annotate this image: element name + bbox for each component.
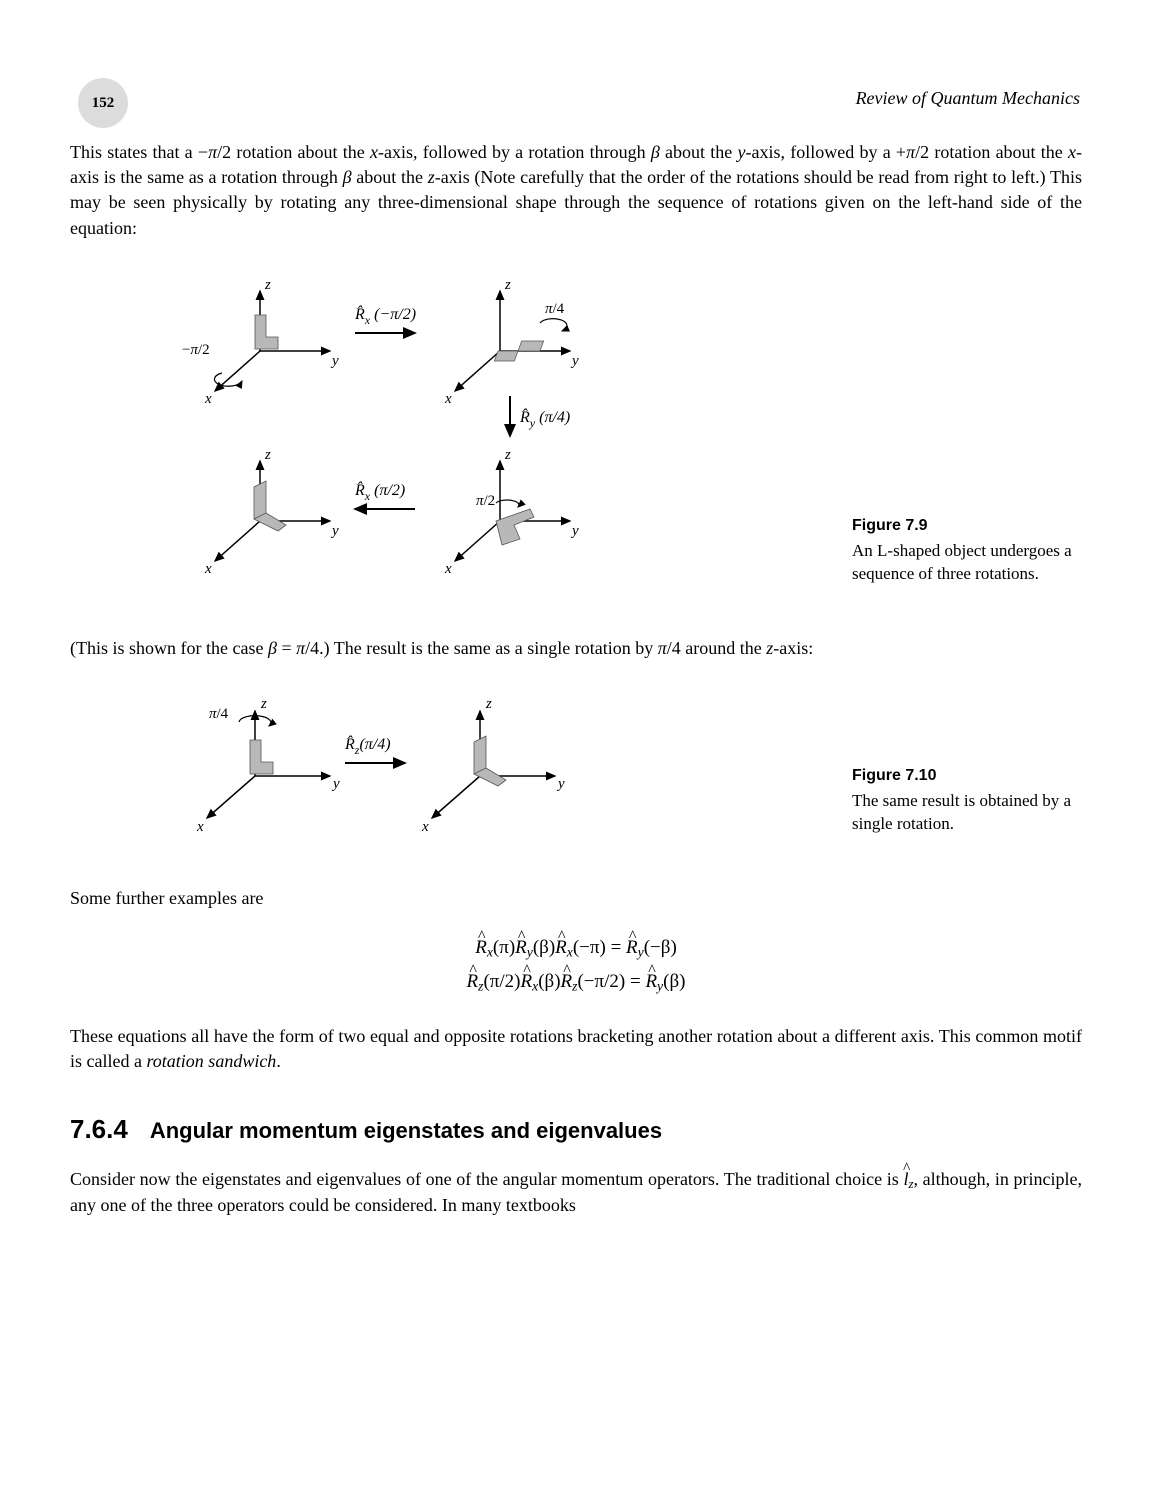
running-header: Review of Quantum Mechanics: [856, 88, 1080, 109]
svg-text:x: x: [444, 391, 452, 407]
section-number: 7.6.4: [70, 1114, 128, 1144]
svg-text:z: z: [264, 277, 271, 293]
svg-text:R̂x (−π/2): R̂x (−π/2): [354, 304, 416, 327]
svg-text:z: z: [504, 447, 511, 463]
svg-text:y: y: [570, 523, 579, 539]
svg-text:z: z: [504, 277, 511, 293]
rotation-sequence-svg: z y x −π/2 R̂x (−π/2): [150, 261, 630, 601]
svg-text:R̂z(π/4): R̂z(π/4): [344, 734, 391, 757]
svg-text:x: x: [204, 391, 212, 407]
paragraph-4: These equations all have the form of two…: [70, 1024, 1082, 1074]
svg-text:y: y: [570, 353, 579, 369]
figure-7-9-label: Figure 7.9: [852, 515, 1082, 537]
svg-text:x: x: [204, 561, 212, 577]
svg-text:x: x: [421, 819, 429, 835]
figure-7-10-diagram: z y x π/4 R̂z(π/4) z y x: [150, 681, 580, 856]
svg-text:x: x: [196, 819, 204, 835]
paragraph-5: Consider now the eigenstates and eigenva…: [70, 1167, 1082, 1219]
equation-2: Rz(π/2)Rx(β)Rz(−π/2) = Ry(β): [70, 965, 1082, 999]
svg-text:π/4: π/4: [209, 706, 229, 722]
svg-text:R̂y (π/4): R̂y (π/4): [519, 407, 570, 430]
svg-text:x: x: [444, 561, 452, 577]
figure-7-9-diagram: z y x −π/2 R̂x (−π/2): [150, 261, 630, 606]
svg-text:−π/2: −π/2: [182, 342, 210, 358]
svg-text:R̂x (π/2): R̂x (π/2): [354, 480, 405, 503]
paragraph-3: Some further examples are: [70, 886, 1082, 911]
svg-text:y: y: [556, 776, 565, 792]
svg-text:z: z: [485, 696, 492, 712]
figure-7-10-label: Figure 7.10: [852, 765, 1082, 787]
single-rotation-svg: z y x π/4 R̂z(π/4) z y x: [150, 681, 580, 851]
figure-7-9-row: z y x −π/2 R̂x (−π/2): [70, 261, 1082, 606]
svg-text:z: z: [260, 696, 267, 712]
figure-7-9-caption: Figure 7.9 An L-shaped object undergoes …: [852, 515, 1082, 605]
figure-7-10-row: z y x π/4 R̂z(π/4) z y x: [70, 681, 1082, 856]
paragraph-2: (This is shown for the case β = π/4.) Th…: [70, 636, 1082, 661]
equation-1: Rx(π)Ry(β)Rx(−π) = Ry(−β): [70, 931, 1082, 965]
svg-text:y: y: [331, 776, 340, 792]
figure-7-10-caption: Figure 7.10 The same result is obtained …: [852, 765, 1082, 855]
section-heading: 7.6.4 Angular momentum eigenstates and ei…: [70, 1114, 1082, 1145]
figure-7-9-text: An L-shaped object undergoes a sequence …: [852, 541, 1072, 583]
svg-text:π/2: π/2: [476, 493, 495, 509]
svg-text:z: z: [264, 447, 271, 463]
page-number-badge: 152: [78, 78, 128, 128]
figure-7-10-text: The same result is obtained by a single …: [852, 791, 1071, 833]
equation-block: Rx(π)Ry(β)Rx(−π) = Ry(−β) Rz(π/2)Rx(β)Rz…: [70, 931, 1082, 999]
svg-text:y: y: [330, 523, 339, 539]
page-number: 152: [92, 95, 115, 112]
svg-text:y: y: [330, 353, 339, 369]
section-title: Angular momentum eigenstates and eigenva…: [150, 1118, 662, 1143]
svg-text:π/4: π/4: [545, 301, 565, 317]
paragraph-1: This states that a −π/2 rotation about t…: [70, 140, 1082, 241]
page-content: This states that a −π/2 rotation about t…: [70, 140, 1082, 1218]
